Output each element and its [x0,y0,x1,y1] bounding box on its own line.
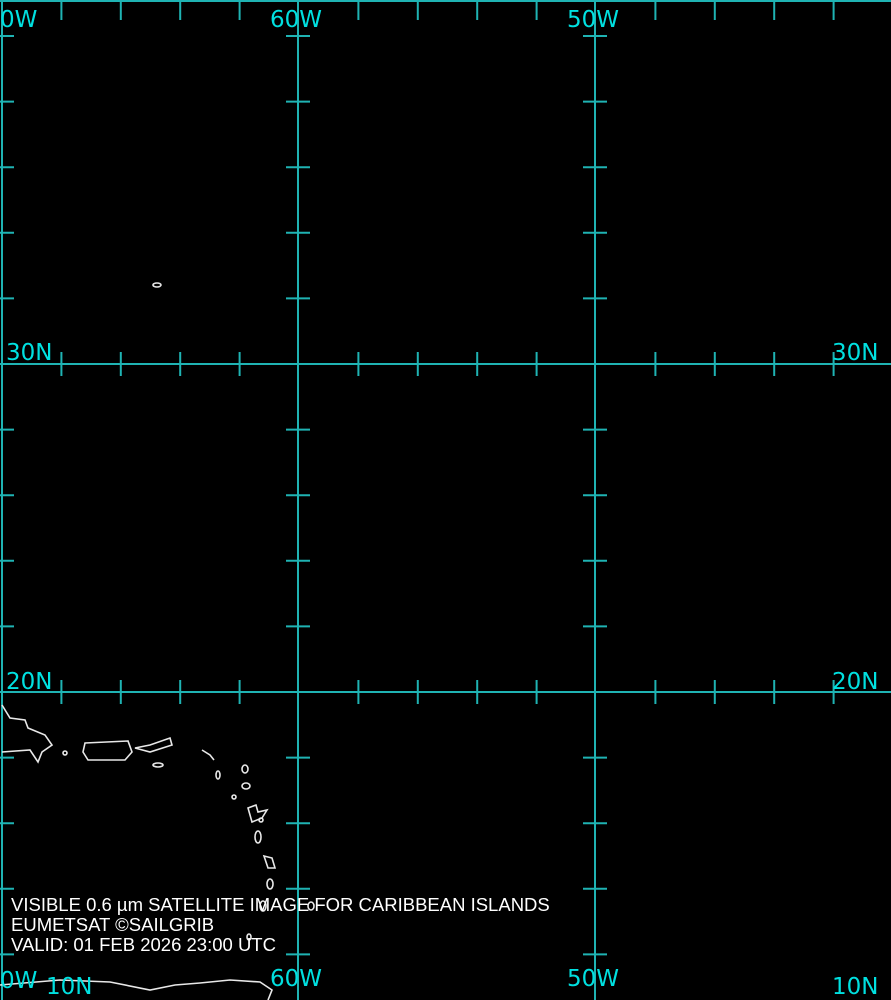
island-st-vincent [259,900,267,912]
island-st-kitts [215,770,221,780]
label-10n-left: 10N [46,974,93,1000]
coast-puerto-rico [82,740,133,761]
label-70w-bottom: 0W [0,968,38,994]
label-60w-bottom: 60W [270,966,323,992]
label-70w-top: 0W [0,7,38,33]
label-30n-left: 30N [6,340,53,366]
island-barbados [307,901,315,911]
island-marie-galante [258,817,264,823]
island-montserrat [241,782,251,790]
island-antigua [241,764,249,774]
island-st-lucia [266,878,274,890]
coast-hispaniola [1,704,54,764]
image-credit: EUMETSAT ©SAILGRIB [11,914,215,935]
coast-virgin-islands [134,736,173,753]
label-50w-bottom: 50W [567,966,620,992]
valid-time: VALID: 01 FEB 2026 23:00 UTC [11,934,276,955]
label-60w-top: 60W [270,7,323,33]
label-20n-right: 20N [832,669,879,695]
image-title: VISIBLE 0.6 µm SATELLITE IMAGE FOR CARIB… [11,894,550,915]
coast-south-america [0,979,273,1000]
coast-martinique [262,854,277,869]
island-vieques [152,762,164,768]
label-10n-right: 10N [832,974,879,1000]
coast-leeward-1 [201,749,215,761]
island-small [231,794,237,800]
island-mona [62,750,68,756]
island-grenada [246,933,252,941]
island-dominica [254,830,262,844]
coast-guadeloupe [247,803,269,824]
label-30n-right: 30N [832,340,879,366]
label-20n-left: 20N [6,669,53,695]
label-50w-top: 50W [567,7,620,33]
island-bermuda [152,282,162,288]
